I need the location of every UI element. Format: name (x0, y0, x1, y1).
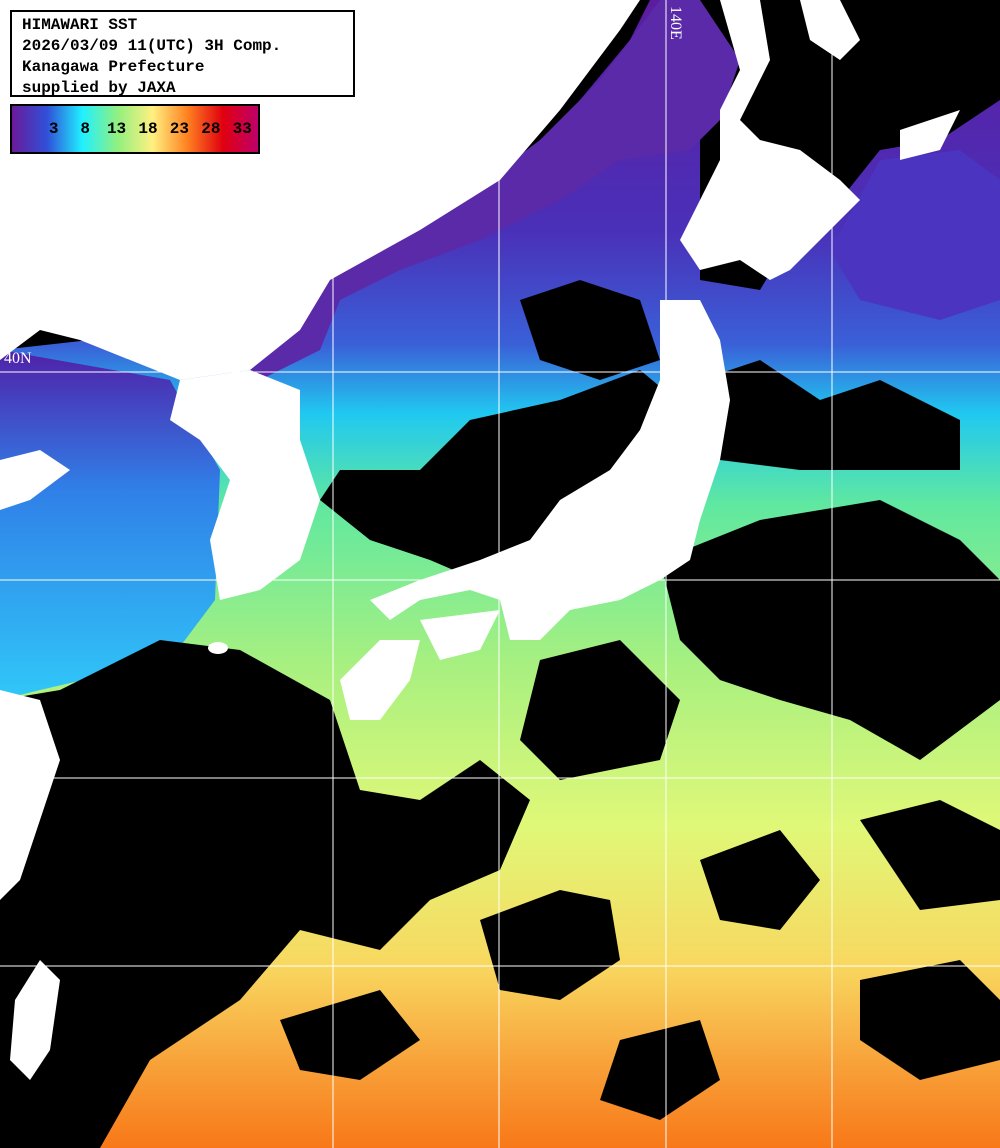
legend-tick: 33 (232, 120, 252, 138)
legend-tick: 23 (169, 120, 189, 138)
japan-sea-north (240, 0, 740, 380)
legend-tick: 8 (80, 120, 90, 138)
organization: Kanagawa Prefecture (22, 58, 205, 76)
legend-tick: 28 (201, 120, 221, 138)
title-box: HIMAWARI SST 2026/03/09 11(UTC) 3H Comp.… (10, 10, 355, 97)
okhotsk-sea (830, 150, 1000, 320)
yellow-sea (0, 350, 220, 700)
legend-tick: 13 (106, 120, 127, 138)
product-title: HIMAWARI SST (22, 16, 138, 34)
color-scale-legend: 3 8 13 18 23 28 33 (10, 104, 260, 154)
legend-tick: 18 (138, 120, 158, 138)
lon-label-140e: 140E (667, 6, 684, 40)
data-source: supplied by JAXA (22, 79, 176, 97)
timestamp: 2026/03/09 11(UTC) 3H Comp. (22, 37, 282, 55)
lat-label-40n: 40N (4, 350, 32, 367)
lat-label-30n: 30N (18, 758, 46, 775)
legend-tick: 3 (48, 120, 59, 138)
